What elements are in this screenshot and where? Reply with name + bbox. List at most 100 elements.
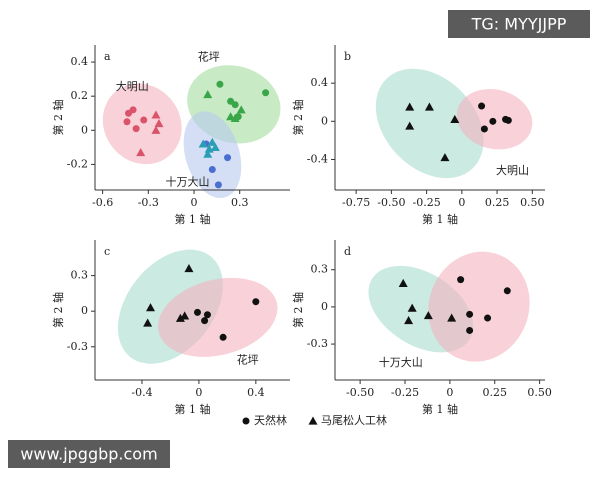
x-axis-label: 第 1 轴 <box>422 212 458 226</box>
circle-marker <box>480 125 488 133</box>
x-tick-label: -0.4 <box>131 386 152 399</box>
x-tick-label: -0.6 <box>92 196 113 209</box>
x-tick-label: 0.25 <box>485 196 510 209</box>
y-tick-label: 0.3 <box>71 269 89 282</box>
x-tick-label: 0.50 <box>527 386 552 399</box>
circle-marker <box>219 333 227 341</box>
y-tick-label: -0.4 <box>307 152 328 165</box>
y-tick-label: 0.3 <box>311 263 329 276</box>
circle-marker <box>231 101 239 109</box>
circle-marker <box>252 298 260 306</box>
y-tick-label: -0.3 <box>307 337 328 350</box>
y-tick-label: 0 <box>81 123 88 136</box>
circle-marker <box>203 311 211 319</box>
triangle-marker <box>236 105 246 114</box>
group-label: 花坪 <box>237 353 259 366</box>
legend-label: 马尾松人工林 <box>321 413 387 427</box>
x-axis-label: 第 1 轴 <box>422 402 458 416</box>
y-tick-label: 0.4 <box>311 76 329 89</box>
watermark: TG: MYYJJPP <box>471 15 567 34</box>
x-axis-label: 第 1 轴 <box>175 212 211 226</box>
x-tick-label: 0.3 <box>231 196 249 209</box>
circle-marker <box>457 276 465 284</box>
group-ellipse <box>428 251 530 362</box>
circle-marker <box>489 117 497 125</box>
triangle-marker <box>154 118 164 128</box>
legend-label: 天然林 <box>254 413 287 427</box>
watermark-box <box>448 10 590 38</box>
x-axis-label: 第 1 轴 <box>175 402 211 416</box>
y-tick-label: 0 <box>321 300 328 313</box>
circle-marker <box>132 125 140 133</box>
x-tick-label: 0.50 <box>520 196 545 209</box>
y-tick-label: 0.2 <box>71 89 89 102</box>
x-tick-label: 0 <box>195 386 202 399</box>
triangle-marker <box>450 114 460 124</box>
y-tick-label: 0 <box>321 114 328 127</box>
triangle-marker <box>308 416 318 425</box>
circle-marker <box>224 154 232 162</box>
triangle-marker <box>207 137 217 146</box>
circle-marker <box>466 326 474 334</box>
triangle-marker <box>440 153 450 162</box>
group-ellipse <box>375 68 484 179</box>
triangle-marker <box>198 139 208 148</box>
circle-marker <box>201 317 209 325</box>
triangle-marker <box>407 303 417 312</box>
circle-marker <box>216 80 224 88</box>
y-axis-label: 第 2 轴 <box>51 100 65 136</box>
circle-marker <box>193 308 201 316</box>
panel-label: d <box>344 245 351 258</box>
x-tick-label: -0.25 <box>391 386 419 399</box>
circle-marker <box>484 314 492 322</box>
triangle-marker <box>146 303 156 312</box>
panel-label: a <box>104 50 111 63</box>
y-tick-label: -0.2 <box>67 157 88 170</box>
triangle-marker <box>210 142 220 151</box>
x-tick-label: 0 <box>191 196 198 209</box>
triangle-marker <box>143 318 153 327</box>
triangle-marker <box>184 263 194 273</box>
panel-label: c <box>104 245 110 258</box>
triangle-marker <box>447 313 457 322</box>
circle-marker <box>504 116 512 124</box>
watermark: www.jpggbp.com <box>20 445 157 464</box>
x-tick-label: 0 <box>458 196 465 209</box>
x-tick-label: -0.3 <box>138 196 159 209</box>
circle-marker <box>503 287 511 295</box>
y-axis-label: 第 2 轴 <box>51 292 65 328</box>
group-label: 大明山 <box>116 79 149 93</box>
circle-marker <box>478 102 486 110</box>
triangle-marker <box>405 102 415 111</box>
circle-marker <box>123 118 131 126</box>
triangle-marker <box>424 102 434 111</box>
y-axis-label: 第 2 轴 <box>291 100 305 136</box>
x-tick-label: -0.50 <box>377 196 405 209</box>
watermark-box <box>8 440 170 468</box>
x-tick-label: 0.4 <box>247 386 265 399</box>
triangle-marker <box>398 278 408 287</box>
group-label: 十万大山 <box>165 175 209 189</box>
group-label: 花坪 <box>198 50 220 63</box>
triangle-marker <box>203 149 213 158</box>
y-tick-label: 0.4 <box>71 55 89 68</box>
group-ellipse <box>157 277 278 357</box>
triangle-marker <box>180 311 190 320</box>
circle-marker <box>466 310 474 318</box>
circle-marker <box>214 181 222 189</box>
circle-marker <box>262 89 270 97</box>
circle-marker <box>140 116 148 124</box>
x-tick-label: 0 <box>446 386 453 399</box>
x-tick-label: -0.25 <box>413 196 441 209</box>
x-tick-label: -0.50 <box>346 386 374 399</box>
triangle-marker <box>423 311 433 320</box>
triangle-marker <box>405 121 415 130</box>
group-ellipse <box>183 111 242 199</box>
circle-marker <box>129 106 137 114</box>
group-label: 大明山 <box>496 163 529 177</box>
y-axis-label: 第 2 轴 <box>291 292 305 328</box>
triangle-marker <box>151 125 161 134</box>
triangle-marker <box>230 113 240 122</box>
x-tick-label: 0.25 <box>482 386 507 399</box>
